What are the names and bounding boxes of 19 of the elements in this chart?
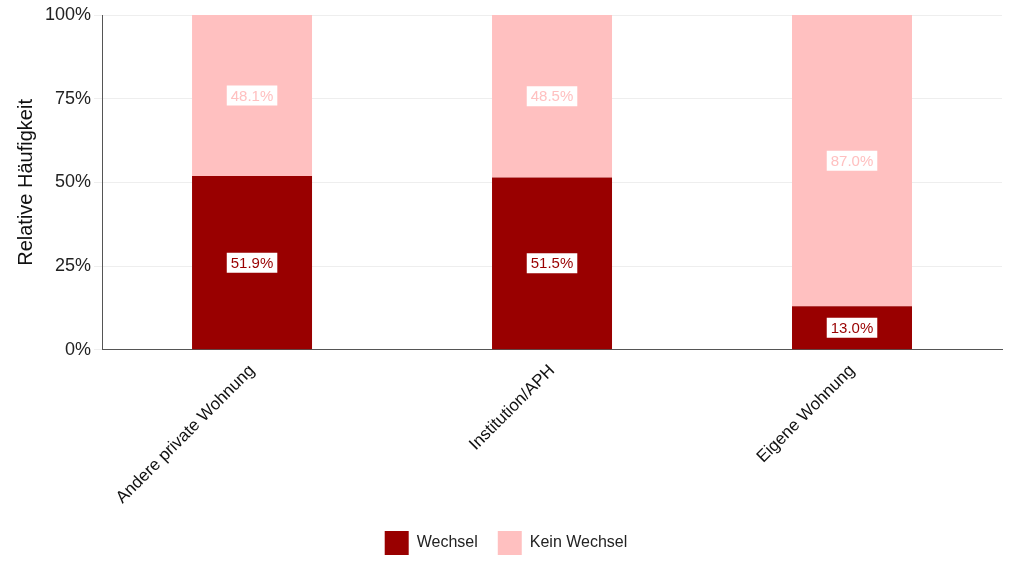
- y-tick-label: 50%: [55, 171, 92, 192]
- data-label: 48.1%: [230, 86, 274, 104]
- bar: [492, 15, 613, 178]
- y-tick-label: 100%: [44, 3, 92, 24]
- bar: [192, 176, 313, 350]
- legend-label: Wechsel: [416, 533, 478, 551]
- bar: [492, 177, 613, 350]
- y-tick-label: 75%: [55, 87, 92, 108]
- data-label: 13.0%: [830, 318, 874, 336]
- bar: [792, 15, 912, 307]
- data-label: 51.5%: [530, 254, 574, 272]
- data-label: 87.0%: [830, 151, 874, 169]
- y-tick-label: 25%: [55, 255, 92, 276]
- y-tick-label: 0%: [65, 338, 92, 359]
- data-label: 51.9%: [230, 253, 274, 271]
- y-axis-title: Relative Häufigkeit: [13, 98, 36, 266]
- bar: [192, 15, 313, 177]
- data-label: 48.5%: [530, 87, 574, 105]
- legend-label: Kein Wechsel: [529, 533, 628, 551]
